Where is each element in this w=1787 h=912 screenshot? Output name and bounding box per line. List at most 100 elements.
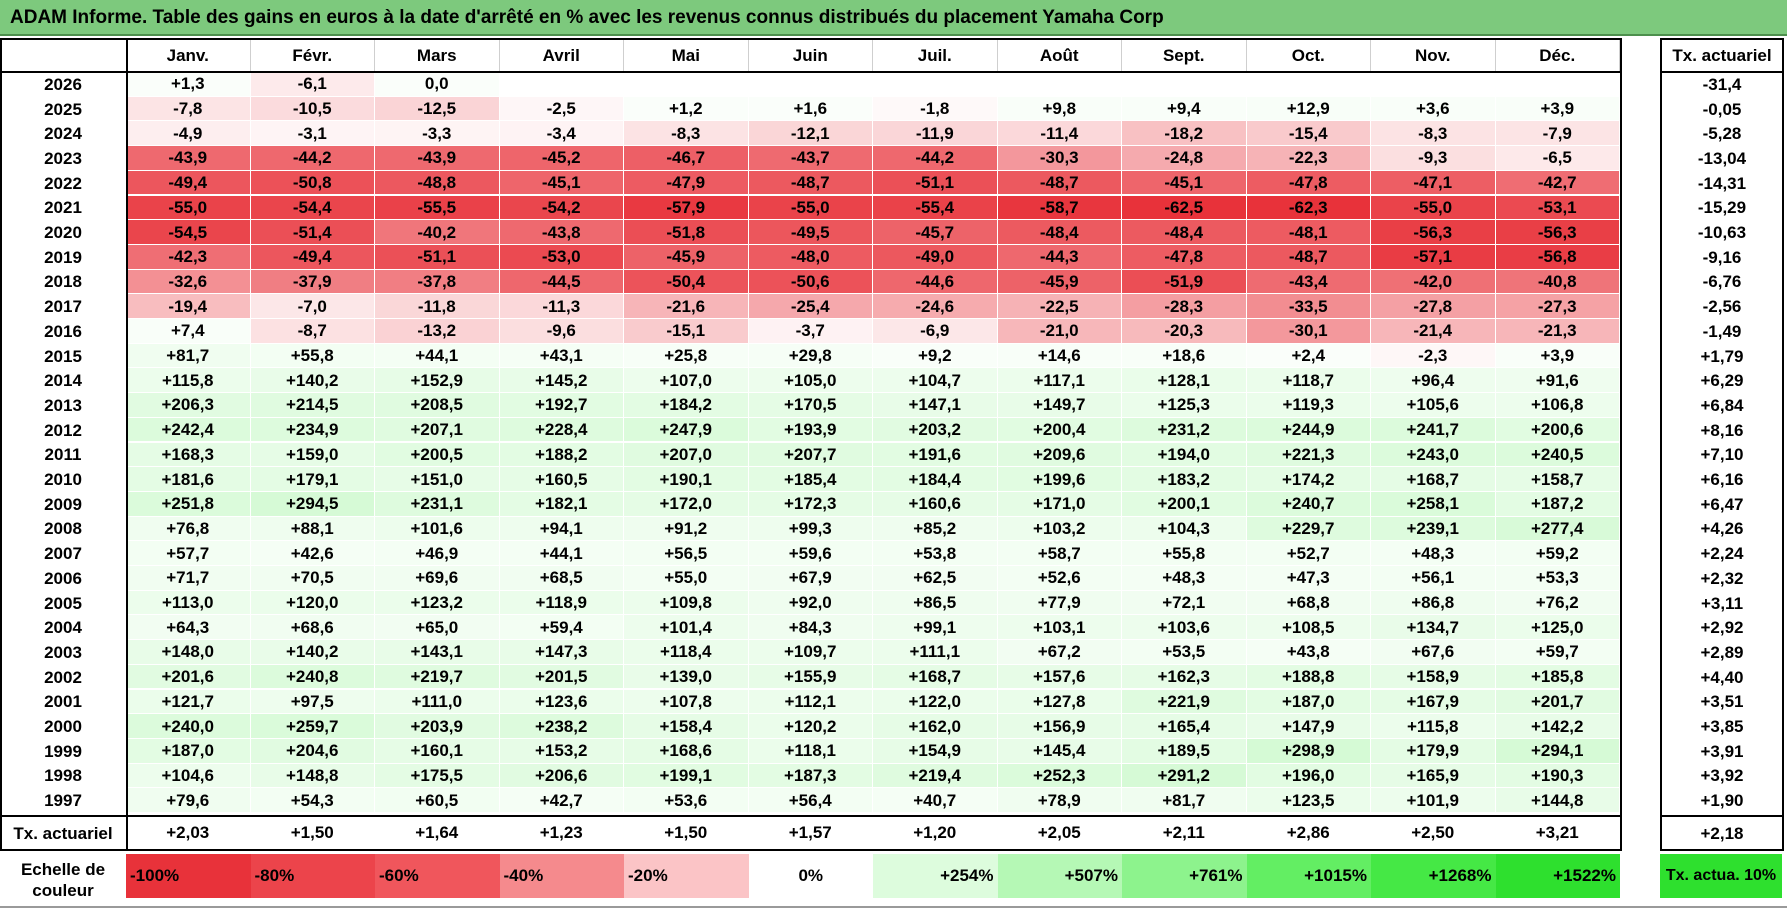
value-cell: +294,1 <box>1495 738 1620 764</box>
actuarial-rate: -5,28 <box>1702 124 1742 144</box>
actuarial-rate: +6,47 <box>1700 494 1744 514</box>
value-cell: -20,3 <box>1122 319 1247 344</box>
value-cell: +128,1 <box>1122 368 1247 394</box>
value-cell: +174,2 <box>1246 467 1371 492</box>
bottom-divider <box>0 906 1787 908</box>
value-cell: +109,8 <box>624 590 749 616</box>
value-cell: +221,9 <box>1122 689 1247 715</box>
value-cell: +78,9 <box>997 788 1122 813</box>
value-cell: +277,4 <box>1495 516 1620 542</box>
actuarial-rate: -10,63 <box>1697 223 1747 243</box>
value-cell: +52,7 <box>1246 541 1371 566</box>
value-cell: -50,6 <box>748 269 873 295</box>
summary-value: +2,05 <box>997 817 1122 849</box>
value-cell: +200,1 <box>1122 491 1247 517</box>
year-label: 2017 <box>44 297 82 317</box>
value-cell: +54,3 <box>250 788 375 813</box>
value-cell: -57,9 <box>624 195 749 221</box>
value-cell: +258,1 <box>1371 491 1496 517</box>
value-cell: -21,0 <box>997 319 1122 344</box>
summary-value: +1,23 <box>499 817 624 849</box>
value-cell: -51,9 <box>1122 269 1247 295</box>
value-cell: +91,2 <box>624 516 749 542</box>
value-cell: +201,7 <box>1495 689 1620 715</box>
value-cell: +206,3 <box>126 393 251 418</box>
actuarial-rate: -6,76 <box>1702 272 1742 292</box>
value-cell: +240,5 <box>1495 442 1620 468</box>
value-cell: -44,2 <box>250 146 375 171</box>
value-cell: +234,9 <box>250 417 375 443</box>
value-cell: +42,6 <box>250 541 375 566</box>
value-cell: +58,7 <box>997 541 1122 566</box>
value-cell: -12,1 <box>748 121 873 147</box>
value-cell: +179,9 <box>1371 738 1496 764</box>
value-cell: +185,8 <box>1495 664 1620 690</box>
value-cell: -55,5 <box>375 195 500 221</box>
value-cell: -24,8 <box>1122 146 1247 171</box>
value-cell: -9,3 <box>1371 146 1496 171</box>
value-cell: +99,1 <box>873 615 998 641</box>
value-cell: +40,7 <box>873 788 998 813</box>
year-label: 2009 <box>44 494 82 514</box>
year-label: 2022 <box>44 173 82 193</box>
value-cell: -43,7 <box>748 146 873 171</box>
summary-value: +2,86 <box>1246 817 1371 849</box>
value-cell: +172,0 <box>624 491 749 517</box>
value-cell: -51,4 <box>250 220 375 245</box>
value-cell: -48,8 <box>375 170 500 196</box>
value-cell: +86,8 <box>1371 590 1496 616</box>
value-cell: +243,0 <box>1371 442 1496 468</box>
value-cell: +134,7 <box>1371 615 1496 641</box>
value-cell: +97,5 <box>250 689 375 715</box>
color-scale-item: +254% <box>873 854 998 898</box>
value-cell: +144,8 <box>1495 788 1620 813</box>
value-cell: +168,7 <box>873 664 998 690</box>
value-cell: -47,1 <box>1371 170 1496 196</box>
value-cell: +44,1 <box>499 541 624 566</box>
value-cell: -55,4 <box>873 195 998 221</box>
title-bar: ADAM Informe. Table des gains en euros à… <box>0 0 1787 36</box>
value-cell: -44,6 <box>873 269 998 295</box>
actuarial-rate: +7,10 <box>1700 445 1744 465</box>
value-cell: +207,7 <box>748 442 873 468</box>
value-cell: +47,3 <box>1246 566 1371 591</box>
value-cell: +67,9 <box>748 566 873 591</box>
value-cell: -43,9 <box>126 146 251 171</box>
value-cell: -54,4 <box>250 195 375 221</box>
actuarial-rate: +8,16 <box>1700 420 1744 440</box>
value-cell: -55,0 <box>1371 195 1496 221</box>
value-cell: +86,5 <box>873 590 998 616</box>
value-cell: +179,1 <box>250 467 375 492</box>
value-cell: -11,8 <box>375 294 500 319</box>
value-cell: +123,6 <box>499 689 624 715</box>
value-cell: -45,9 <box>624 244 749 270</box>
value-cell: +84,3 <box>748 615 873 641</box>
summary-value: +2,50 <box>1371 817 1496 849</box>
year-label: 2005 <box>44 593 82 613</box>
value-cell: +69,6 <box>375 566 500 591</box>
value-cell: +68,5 <box>499 566 624 591</box>
value-cell: -40,8 <box>1495 269 1620 295</box>
actuarial-rate: +3,92 <box>1700 766 1744 786</box>
value-cell: +118,7 <box>1246 368 1371 394</box>
value-cell: -48,4 <box>997 220 1122 245</box>
value-cell: +64,3 <box>126 615 251 641</box>
value-cell: +106,8 <box>1495 393 1620 418</box>
summary-value: +1,50 <box>624 817 749 849</box>
month-header: Mai <box>624 38 749 72</box>
value-cell: +188,2 <box>499 442 624 468</box>
year-label: 2020 <box>44 223 82 243</box>
value-cell: +187,0 <box>1246 689 1371 715</box>
value-cell: -55,0 <box>126 195 251 221</box>
value-cell: +44,1 <box>375 343 500 369</box>
value-cell: +62,5 <box>873 566 998 591</box>
value-cell: -3,1 <box>250 121 375 147</box>
year-label: 2015 <box>44 346 82 366</box>
value-cell: -40,2 <box>375 220 500 245</box>
value-cell: +53,6 <box>624 788 749 813</box>
actuarial-rate: +1,79 <box>1700 346 1744 366</box>
value-cell: +108,5 <box>1246 615 1371 641</box>
value-cell: -45,1 <box>499 170 624 196</box>
summary-value: +1,20 <box>873 817 998 849</box>
color-scale-item: +761% <box>1122 854 1247 898</box>
